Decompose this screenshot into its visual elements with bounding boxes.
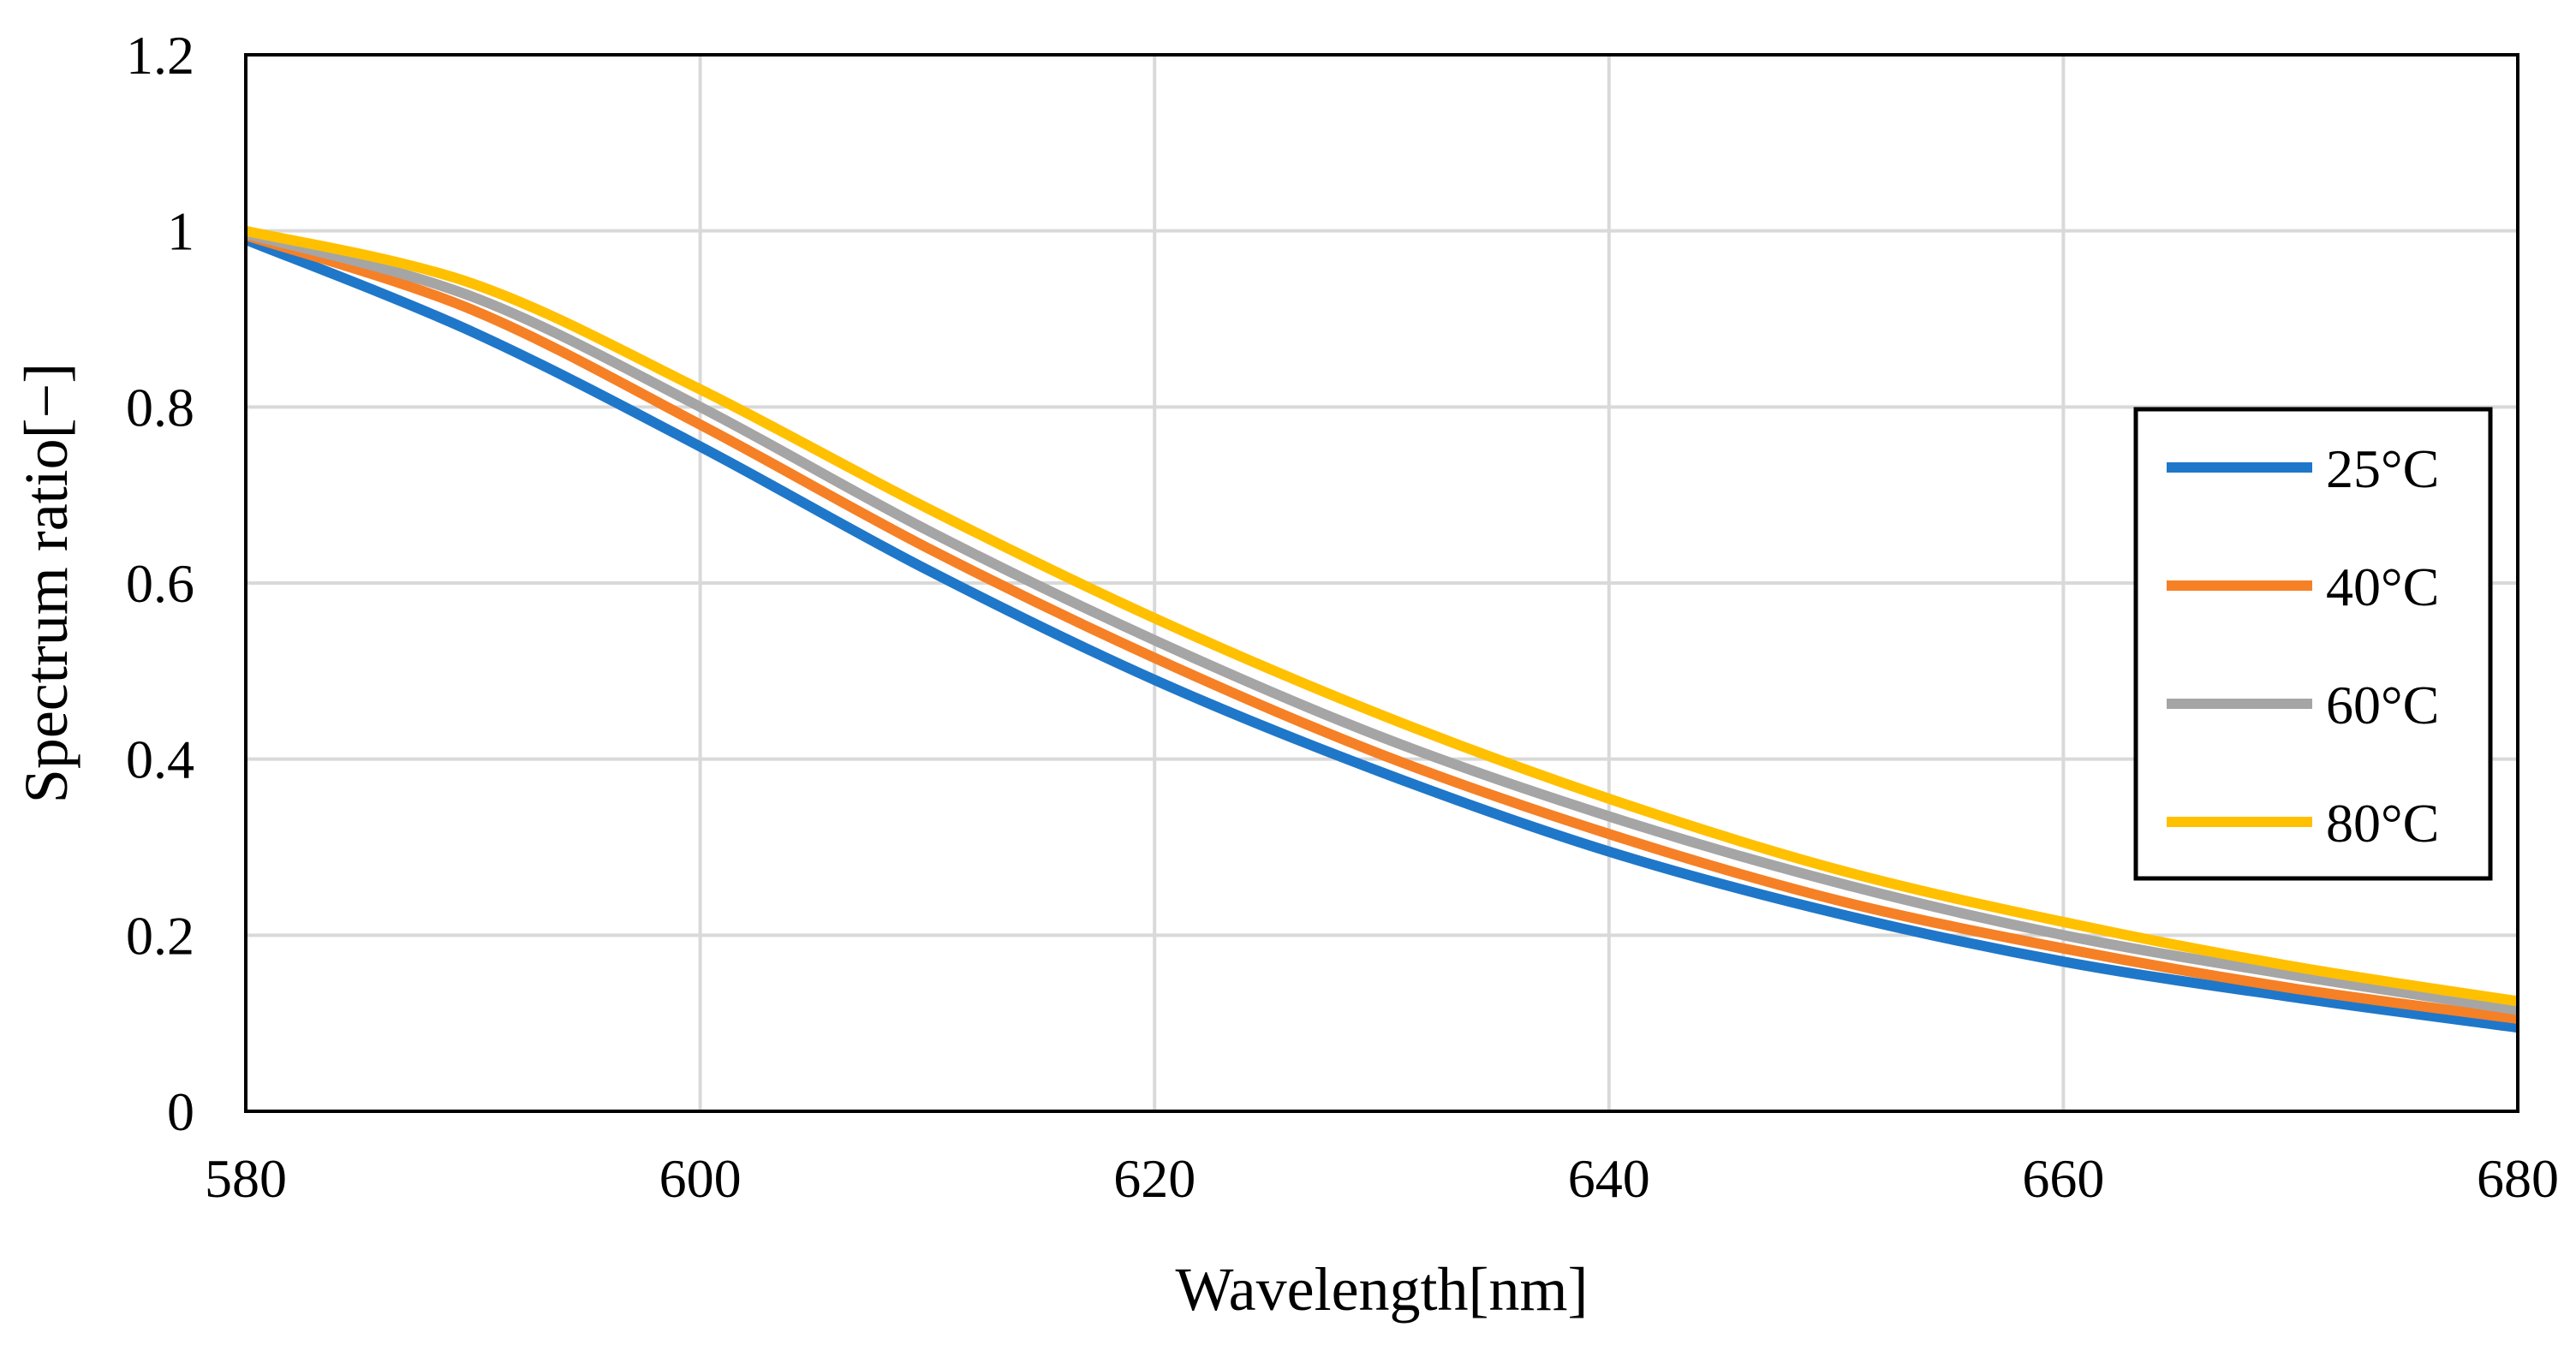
series-line-1 (244, 230, 2519, 1024)
x-tick-label: 680 (2477, 1148, 2559, 1209)
tick-labels: 580 600 620 640 660 680 0 0.2 0.4 0.6 0.8 1 1.2 (126, 25, 2559, 1209)
legend: 25°C 40°C 60°C 80°C (2133, 407, 2493, 881)
y-axis-title: Spectrum ratio[−] (12, 363, 80, 803)
x-tick-label: 600 (659, 1148, 742, 1209)
x-tick-label: 580 (205, 1148, 287, 1209)
legend-label-1: 40°C (2326, 556, 2439, 617)
series-line-0 (243, 235, 2519, 1033)
series-lines (243, 225, 2519, 1033)
legend-label-2: 60°C (2326, 675, 2439, 735)
y-tick-label: 1.2 (126, 25, 194, 86)
y-tick-label: 0 (167, 1081, 194, 1142)
y-tick-label: 0.4 (126, 729, 194, 790)
series-line-3 (244, 225, 2519, 1007)
legend-box (2133, 407, 2493, 881)
x-tick-label: 620 (1113, 1148, 1196, 1209)
x-tick-label: 640 (1568, 1148, 1650, 1209)
y-tick-label: 0.8 (126, 377, 194, 437)
legend-label-3: 80°C (2326, 793, 2439, 854)
plot-area-frame (244, 53, 2519, 1113)
y-tick-label: 0.6 (126, 553, 194, 614)
series-line-2 (244, 229, 2519, 1015)
y-tick-label: 0.2 (126, 905, 194, 966)
y-tick-label: 1 (167, 201, 194, 262)
x-axis-title: Wavelength[nm] (1175, 1255, 1588, 1324)
legend-label-0: 25°C (2326, 438, 2439, 499)
x-tick-label: 660 (2022, 1148, 2104, 1209)
